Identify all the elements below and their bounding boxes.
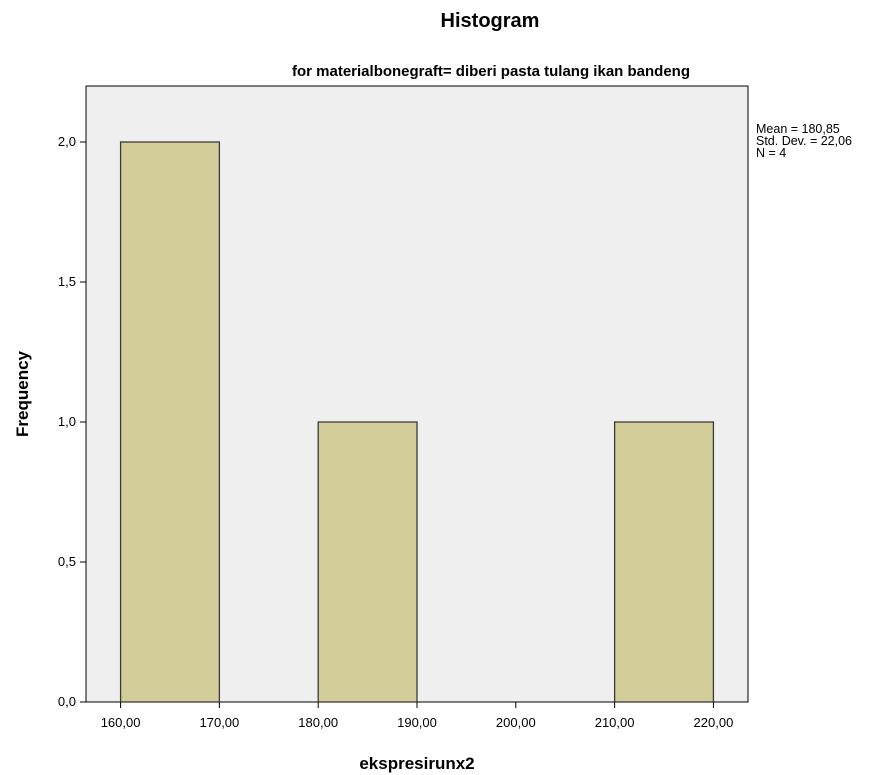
histogram-bar-2 [317,421,418,703]
x-axis: 160,00 170,00 180,00 190,00 200,00 210,00 220,… [101,702,734,730]
y-tick-label: 2,0 [58,134,76,149]
y-tick-label: 0,5 [58,554,76,569]
y-tick-label: 1,0 [58,414,76,429]
y-tick-label: 0,0 [58,694,76,709]
stat-line: Mean = 180,85 [756,122,840,136]
chart-title: Histogram [441,10,540,32]
x-tick-label: 220,00 [694,715,734,730]
histogram-bar-1 [119,141,221,703]
x-tick-label: 190,00 [397,715,437,730]
y-axis: 0,0 0,5 1,0 1,5 2,0 [58,134,86,709]
stat-line: Std. Dev. = 22,06 [756,134,852,148]
chart-subtitle: for materialbonegraft= diberi pasta tula… [292,63,690,80]
x-tick-label: 200,00 [496,715,536,730]
x-axis-label: ekspresirunx2 [359,754,474,773]
y-axis-label: Frequency [13,350,32,437]
stat-line: N = 4 [756,146,786,160]
histogram-bar-3 [613,421,715,703]
y-tick-label: 1,5 [58,274,76,289]
x-tick-label: 180,00 [298,715,338,730]
bars-group [119,141,715,703]
x-tick-label: 210,00 [595,715,635,730]
x-tick-label: 160,00 [101,715,141,730]
x-tick-label: 170,00 [200,715,240,730]
